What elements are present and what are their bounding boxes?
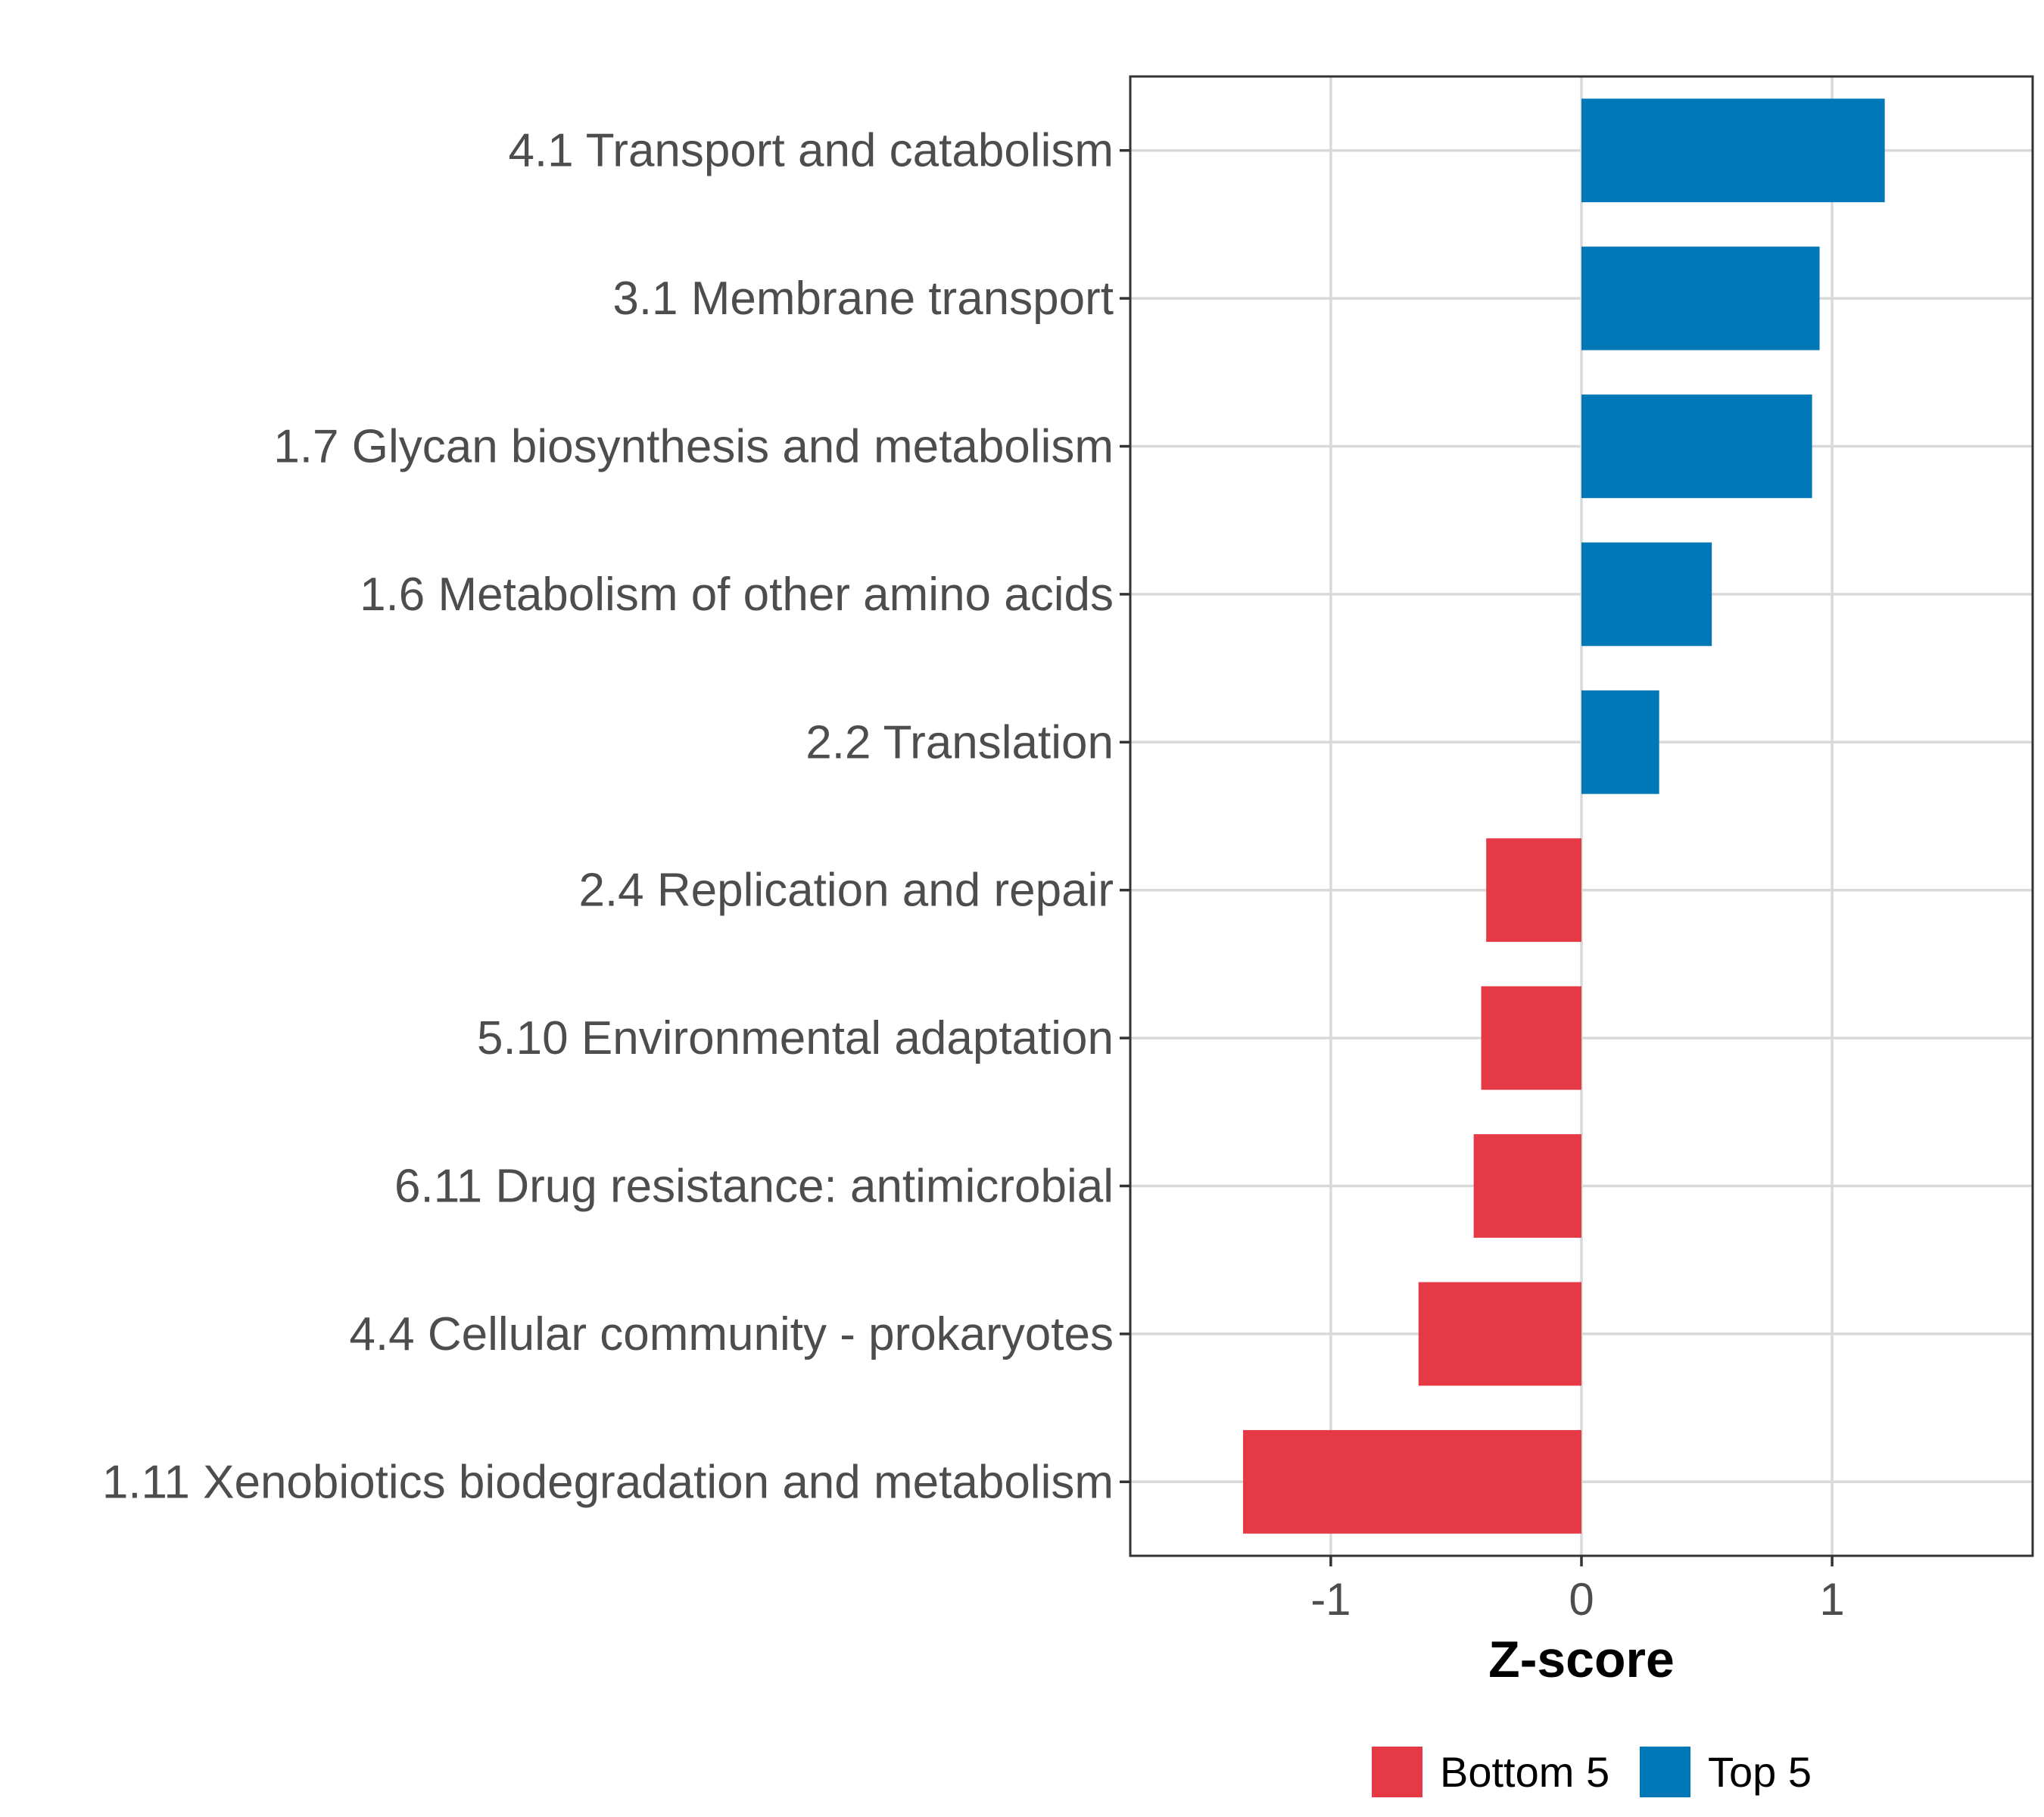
y-tick-label: 4.1 Transport and catabolism (508, 125, 1114, 177)
legend-key (1640, 1747, 1690, 1797)
bar-top (1581, 394, 1812, 498)
bars (1243, 98, 1885, 1534)
y-tick-label: 3.1 Membrane transport (612, 273, 1114, 325)
y-tick-label: 2.2 Translation (805, 716, 1114, 768)
x-tick-label: 0 (1569, 1574, 1594, 1625)
bar-top (1581, 98, 1885, 203)
y-tick-label: 6.11 Drug resistance: antimicrobial (394, 1161, 1114, 1213)
bar-bottom (1486, 838, 1581, 943)
y-tick-label: 1.6 Metabolism of other amino acids (360, 569, 1114, 621)
bar-bottom (1481, 986, 1581, 1090)
y-tick-label: 1.11 Xenobiotics biodegradation and meta… (102, 1456, 1114, 1508)
y-tick-label: 1.7 Glycan biosynthesis and metabolism (273, 421, 1114, 473)
y-tick-label: 5.10 Environmental adaptation (477, 1012, 1114, 1064)
bar-top (1581, 246, 1820, 351)
legend-label: Bottom 5 (1440, 1748, 1609, 1796)
bar-bottom (1243, 1429, 1581, 1534)
bar-top (1581, 542, 1712, 647)
x-axis-title: Z-score (1488, 1631, 1675, 1688)
legend-key (1372, 1747, 1422, 1797)
legend: Bottom 5 Top 5 (1372, 1747, 1812, 1797)
y-tick-label: 4.4 Cellular community - prokaryotes (349, 1308, 1114, 1360)
bar-bottom (1418, 1282, 1581, 1386)
y-tick-label: 2.4 Replication and repair (578, 865, 1114, 917)
legend-label: Top 5 (1708, 1748, 1812, 1796)
x-tick-label: 1 (1819, 1574, 1844, 1625)
x-tick-label: -1 (1310, 1574, 1351, 1625)
y-axis: 4.1 Transport and catabolism 3.1 Membrane… (102, 125, 1130, 1508)
bar-bottom (1473, 1134, 1581, 1238)
x-axis: -1 0 1 (1310, 1556, 1845, 1625)
bar-top (1581, 690, 1659, 794)
